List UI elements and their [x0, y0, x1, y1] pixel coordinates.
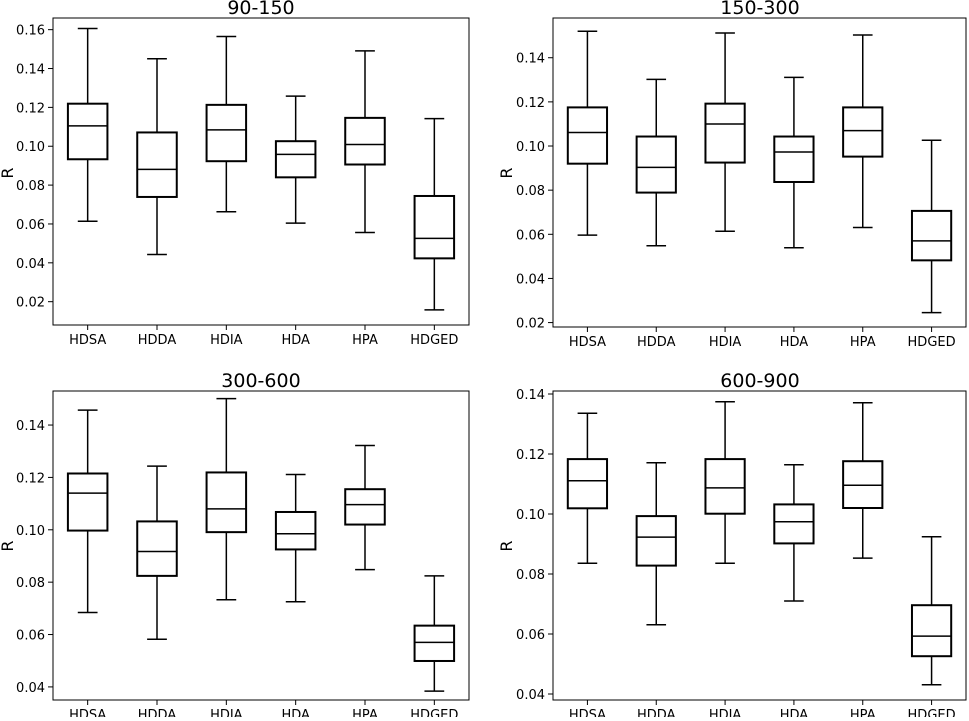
- y-tick-label: 0.02: [16, 296, 45, 311]
- y-tick-label: 0.14: [16, 419, 45, 434]
- box-iqr: [635, 515, 677, 567]
- x-tick-label: HPA: [850, 335, 876, 350]
- axes-frame: [552, 17, 967, 328]
- y-tick-label: 0.10: [516, 140, 545, 155]
- plot-area: 0.02 0.04 0.06 0.08 0.10 0.12 0.14 HDSA HDDA HDIA…: [516, 30, 956, 350]
- box-iqr: [136, 520, 178, 577]
- plot-area: 0.02 0.04 0.06 0.08 0.10 0.12 0.14 0.16 HDSA HDDA…: [16, 24, 458, 348]
- x-tick-label: HDDA: [637, 708, 676, 717]
- x-tick-label: HDIA: [709, 708, 742, 717]
- y-tick-label: 0.08: [16, 179, 45, 194]
- panel-title: 90-150: [227, 0, 294, 19]
- x-tick-label: HDA: [780, 335, 809, 350]
- y-tick-label: 0.14: [516, 52, 545, 67]
- y-axis-label: R: [497, 540, 516, 551]
- box-iqr: [704, 102, 746, 164]
- box-iqr: [773, 135, 815, 183]
- x-tick-label: HDIA: [210, 333, 243, 348]
- box-iqr: [136, 131, 178, 198]
- x-tick-label: HDSA: [69, 333, 106, 348]
- box-iqr: [344, 116, 386, 166]
- box-iqr: [773, 503, 815, 545]
- y-axis-label: R: [0, 167, 17, 178]
- y-tick-label: 0.12: [516, 96, 545, 111]
- box-iqr: [635, 135, 677, 194]
- x-tick-label: HDSA: [569, 335, 606, 350]
- x-tick-label: HPA: [352, 708, 378, 717]
- y-tick-label: 0.06: [16, 629, 45, 644]
- x-tick-label: HDGED: [410, 708, 458, 717]
- x-tick-label: HDGED: [908, 708, 956, 717]
- y-tick-label: 0.10: [16, 524, 45, 539]
- y-tick-label: 0.06: [516, 228, 545, 243]
- x-tick-label: HDA: [281, 333, 310, 348]
- panel-title: 600-900: [720, 370, 799, 392]
- box-iqr: [66, 472, 109, 532]
- y-tick-label: 0.04: [516, 272, 545, 287]
- y-tick-label: 0.14: [16, 63, 45, 78]
- y-tick-label: 0.10: [516, 508, 545, 523]
- plot-area: 0.04 0.06 0.08 0.10 0.12 0.14 HDSA HDDA HDIA HDA H…: [516, 388, 956, 721]
- box-iqr: [205, 471, 248, 534]
- box-iqr: [566, 458, 609, 510]
- y-tick-label: 0.08: [16, 576, 45, 591]
- y-tick-label: 0.04: [516, 688, 545, 703]
- x-tick-label: HDDA: [637, 335, 676, 350]
- y-tick-label: 0.04: [16, 257, 45, 272]
- x-tick-label: HDIA: [709, 335, 742, 350]
- y-axis-label: R: [0, 540, 17, 551]
- y-tick-label: 0.14: [516, 388, 545, 403]
- box-iqr: [842, 106, 884, 158]
- axes-frame: [52, 17, 470, 326]
- panel-title: 300-600: [221, 370, 300, 392]
- box-iqr: [910, 209, 953, 262]
- box-iqr: [205, 103, 248, 163]
- box-iqr: [566, 106, 609, 165]
- x-tick-label: HDA: [780, 708, 809, 717]
- y-tick-label: 0.10: [16, 140, 45, 155]
- x-tick-label: HDSA: [69, 708, 106, 717]
- box-iqr: [344, 488, 386, 526]
- y-tick-label: 0.04: [16, 681, 45, 696]
- y-tick-label: 0.12: [516, 448, 545, 463]
- panel-90-150: 90-150 R 0.02 0.04 0.06 0.08 0.10 0.12 0.14 0.1…: [0, 0, 470, 348]
- y-tick-label: 0.08: [516, 184, 545, 199]
- y-tick-label: 0.12: [16, 101, 45, 116]
- x-tick-label: HDIA: [210, 708, 243, 717]
- y-tick-label: 0.02: [516, 317, 545, 332]
- panel-title: 150-300: [720, 0, 799, 19]
- box-iqr: [66, 102, 109, 161]
- box-iqr: [274, 140, 317, 179]
- y-axis-label: R: [497, 167, 516, 178]
- x-tick-label: HDDA: [138, 333, 177, 348]
- box-iqr: [910, 604, 953, 658]
- x-tick-label: HDA: [281, 708, 310, 717]
- y-tick-label: 0.08: [516, 568, 545, 583]
- x-tick-label: HPA: [850, 708, 876, 717]
- box-iqr: [413, 624, 456, 662]
- x-tick-label: HDDA: [138, 708, 177, 717]
- axes-frame: [52, 390, 470, 701]
- x-tick-label: HDSA: [569, 708, 606, 717]
- x-tick-label: HPA: [352, 333, 378, 348]
- y-tick-label: 0.16: [16, 24, 45, 39]
- box-iqr: [274, 510, 317, 551]
- plot-area: 0.04 0.06 0.08 0.10 0.12 0.14 HDSA HDDA HDIA HDA H…: [16, 397, 458, 721]
- panel-600-900: 600-900 R 0.04 0.06 0.08 0.10 0.12 0.14 HDSA HD…: [497, 370, 967, 721]
- box-iqr: [413, 194, 456, 260]
- box-iqr: [704, 458, 746, 515]
- axes-frame: [552, 390, 967, 701]
- x-tick-label: HDGED: [908, 335, 956, 350]
- panel-150-300: 150-300 R 0.02 0.04 0.06 0.08 0.10 0.12 0.14 HD…: [497, 0, 967, 350]
- y-tick-label: 0.06: [516, 628, 545, 643]
- panel-300-600: 300-600 R 0.04 0.06 0.08 0.10 0.12 0.14 HDSA HD…: [0, 370, 470, 721]
- y-tick-label: 0.12: [16, 471, 45, 486]
- x-tick-label: HDGED: [410, 333, 458, 348]
- y-tick-label: 0.06: [16, 218, 45, 233]
